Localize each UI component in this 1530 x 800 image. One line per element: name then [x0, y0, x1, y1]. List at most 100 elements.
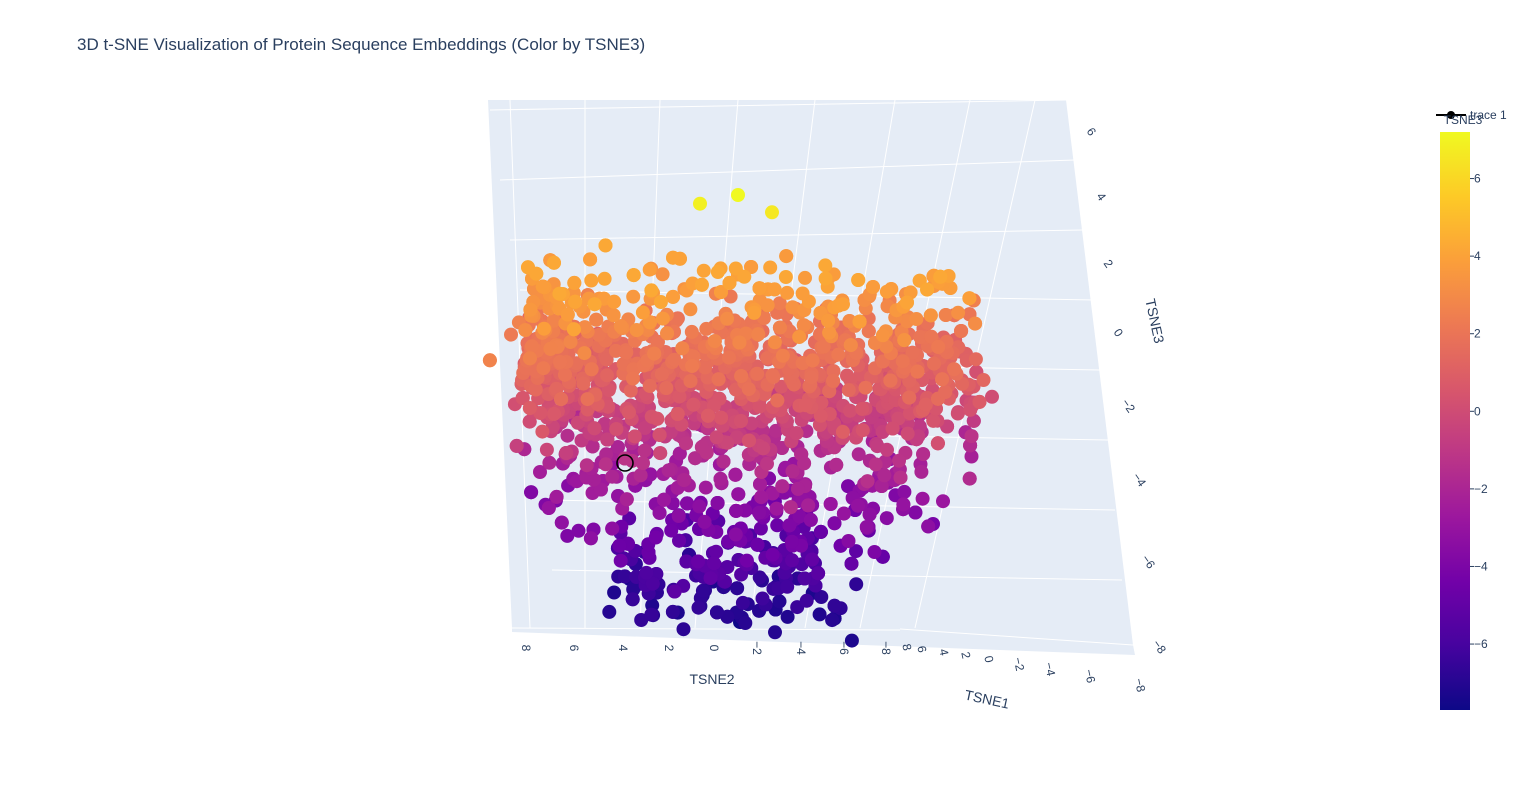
scatter-point[interactable]	[931, 339, 946, 354]
scatter-point[interactable]	[559, 446, 574, 460]
scatter-point[interactable]	[639, 565, 654, 580]
scatter-point[interactable]	[756, 441, 771, 456]
scatter-point[interactable]	[827, 598, 842, 613]
scatter-point[interactable]	[852, 314, 867, 329]
scatter-point[interactable]	[666, 250, 680, 265]
scatter-point[interactable]	[866, 280, 880, 294]
scatter-point[interactable]	[752, 505, 767, 520]
scatter-point[interactable]	[879, 284, 894, 299]
scatter-point[interactable]	[972, 394, 987, 409]
scatter-point[interactable]	[780, 579, 795, 594]
scatter-point[interactable]	[849, 544, 863, 559]
scatter-point[interactable]	[879, 511, 894, 526]
scatter-point[interactable]	[522, 414, 537, 429]
scatter-point[interactable]	[780, 285, 795, 300]
scatter-point[interactable]	[560, 528, 575, 543]
scatter-point[interactable]	[635, 305, 650, 320]
scatter-point[interactable]	[897, 333, 912, 348]
scatter-point[interactable]	[522, 351, 537, 366]
scatter-point[interactable]	[816, 339, 831, 354]
scatter-point[interactable]	[610, 440, 625, 455]
scatter-point[interactable]	[536, 361, 551, 376]
scatter-point[interactable]	[605, 521, 620, 536]
scatter-point[interactable]	[855, 423, 870, 438]
scatter-point[interactable]	[769, 423, 783, 438]
scatter-point[interactable]	[841, 534, 856, 548]
scatter-point[interactable]	[921, 519, 936, 534]
scatter-point[interactable]	[851, 498, 865, 513]
scatter-point[interactable]	[691, 600, 706, 615]
scatter-point[interactable]	[966, 413, 981, 428]
scatter-point[interactable]	[875, 328, 890, 343]
scatter-point[interactable]	[767, 335, 782, 350]
scatter-point[interactable]	[895, 354, 910, 369]
scatter-point[interactable]	[755, 591, 770, 606]
scatter-point[interactable]	[753, 477, 767, 492]
scatter-point[interactable]	[763, 260, 778, 275]
scatter-point[interactable]	[554, 392, 569, 407]
scatter-point[interactable]	[579, 458, 594, 473]
scatter-point[interactable]	[910, 364, 925, 379]
scatter-point[interactable]	[868, 457, 883, 472]
scatter-point[interactable]	[569, 356, 584, 371]
scatter-point[interactable]	[547, 255, 561, 270]
scatter-point[interactable]	[885, 421, 900, 436]
scatter-point[interactable]	[714, 410, 729, 425]
scatter-point[interactable]	[619, 345, 634, 360]
scatter-point[interactable]	[722, 275, 737, 290]
scatter-point[interactable]	[625, 592, 640, 607]
scatter-point[interactable]	[533, 465, 547, 479]
scatter-point[interactable]	[744, 416, 759, 431]
scatter-point[interactable]	[754, 490, 769, 505]
scatter-point[interactable]	[836, 297, 850, 312]
scatter-point[interactable]	[785, 300, 800, 315]
scatter-point[interactable]	[607, 294, 622, 309]
scatter-point[interactable]	[785, 553, 799, 568]
legend[interactable]: trace 1	[1436, 108, 1507, 122]
scatter-point[interactable]	[584, 362, 599, 377]
scatter-point[interactable]	[688, 451, 703, 466]
scatter-point[interactable]	[587, 297, 602, 312]
scatter-point[interactable]	[823, 497, 838, 511]
scatter-point[interactable]	[683, 302, 698, 317]
scatter-point[interactable]	[597, 271, 612, 286]
scatter-point[interactable]	[792, 330, 807, 344]
scatter-point[interactable]	[652, 427, 667, 442]
scatter-point[interactable]	[568, 294, 583, 309]
scatter-point[interactable]	[709, 544, 724, 559]
scatter-point[interactable]	[577, 346, 592, 361]
scatter-point[interactable]	[916, 447, 931, 462]
scatter-point[interactable]	[768, 625, 782, 640]
scatter-point[interactable]	[647, 346, 662, 361]
scatter-point[interactable]	[778, 270, 793, 284]
scatter-point[interactable]	[805, 353, 820, 368]
scatter-point[interactable]	[626, 268, 641, 283]
scatter-point[interactable]	[598, 457, 613, 472]
scatter-point[interactable]	[902, 390, 917, 405]
scatter-point[interactable]	[644, 607, 659, 622]
scatter-point[interactable]	[653, 446, 668, 461]
scatter-point[interactable]	[593, 482, 608, 497]
scatter-point[interactable]	[735, 595, 750, 610]
scatter-points[interactable]	[482, 188, 999, 648]
scatter-point[interactable]	[851, 447, 866, 462]
scatter-point[interactable]	[779, 249, 794, 264]
scatter-point[interactable]	[976, 373, 991, 387]
scatter-point[interactable]	[607, 585, 622, 600]
scatter-point[interactable]	[752, 399, 767, 414]
scatter-point[interactable]	[818, 258, 833, 273]
scatter-point[interactable]	[535, 424, 550, 439]
scatter-point[interactable]	[482, 353, 497, 368]
scatter-point[interactable]	[927, 356, 941, 371]
scatter-point[interactable]	[775, 348, 790, 363]
scatter-point[interactable]	[539, 442, 554, 457]
scatter-point[interactable]	[606, 308, 621, 323]
scatter-point[interactable]	[696, 263, 711, 278]
scatter-point[interactable]	[867, 545, 882, 559]
scatter-point[interactable]	[739, 553, 754, 568]
scatter-point[interactable]	[667, 352, 682, 367]
scatter-point[interactable]	[672, 446, 687, 461]
scatter-point[interactable]	[753, 521, 768, 536]
scatter-point[interactable]	[811, 566, 826, 581]
scatter-point[interactable]	[694, 277, 709, 292]
